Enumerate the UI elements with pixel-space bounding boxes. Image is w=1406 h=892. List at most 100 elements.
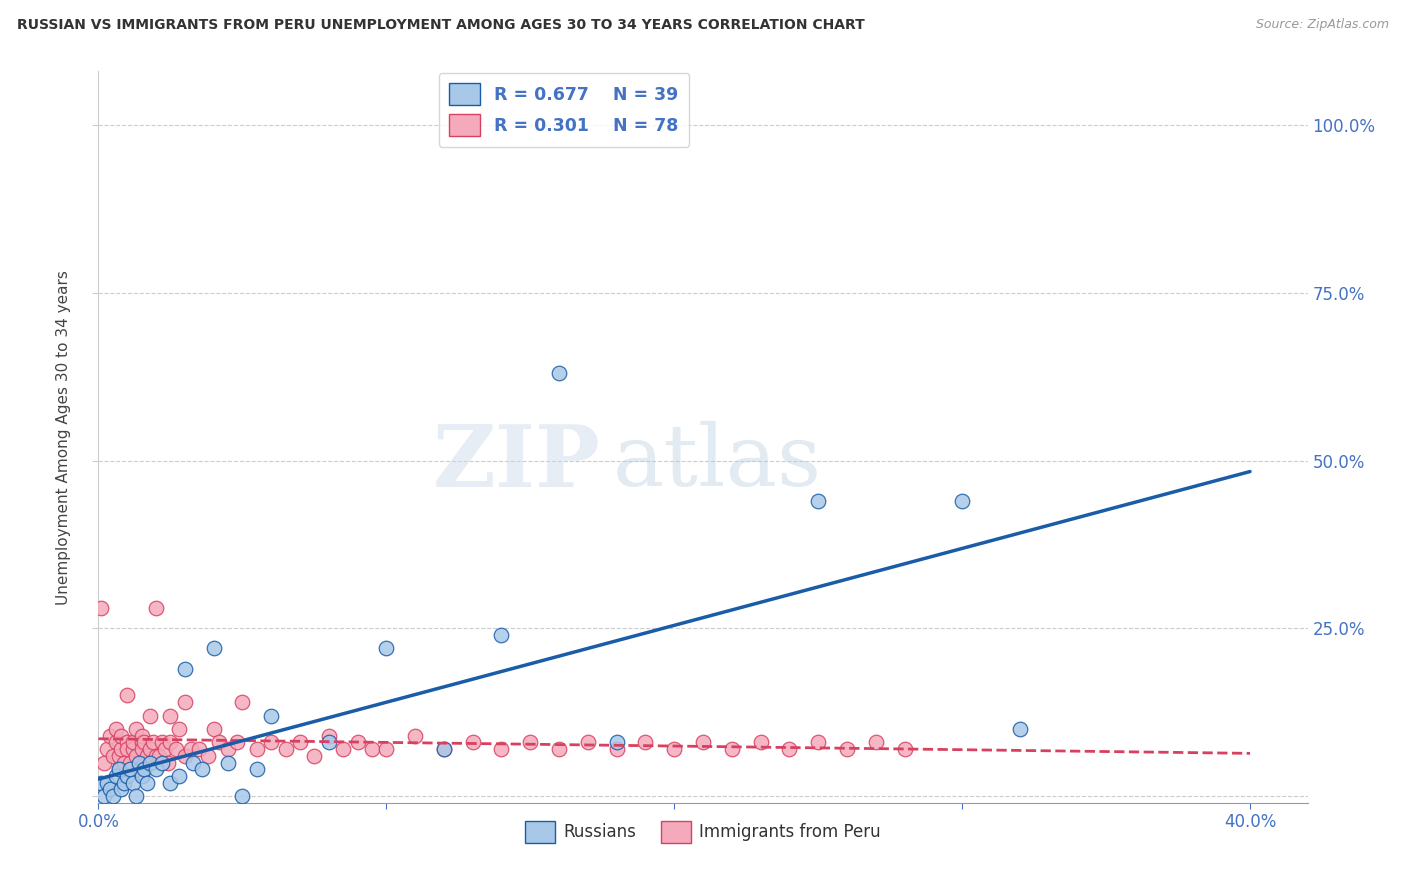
Point bbox=[93, 756, 115, 770]
Point bbox=[217, 742, 239, 756]
Point bbox=[125, 722, 148, 736]
Point bbox=[90, 775, 112, 789]
Point bbox=[225, 735, 247, 749]
Point bbox=[125, 748, 148, 763]
Point bbox=[139, 708, 162, 723]
Point bbox=[318, 735, 340, 749]
Point bbox=[134, 735, 156, 749]
Point bbox=[835, 742, 858, 756]
Point bbox=[246, 742, 269, 756]
Point bbox=[167, 722, 190, 736]
Point bbox=[433, 742, 456, 756]
Point bbox=[231, 789, 253, 803]
Point bbox=[778, 742, 800, 756]
Point bbox=[115, 735, 138, 749]
Point bbox=[131, 729, 153, 743]
Point bbox=[1008, 722, 1031, 736]
Point bbox=[110, 742, 132, 756]
Point bbox=[288, 735, 311, 749]
Point bbox=[491, 742, 513, 756]
Point bbox=[165, 742, 187, 756]
Point bbox=[104, 735, 127, 749]
Point bbox=[131, 735, 153, 749]
Point bbox=[104, 769, 127, 783]
Point bbox=[865, 735, 887, 749]
Point bbox=[159, 708, 181, 723]
Point bbox=[145, 762, 167, 776]
Point bbox=[145, 748, 167, 763]
Point bbox=[139, 756, 162, 770]
Point bbox=[173, 695, 195, 709]
Point bbox=[188, 742, 211, 756]
Point bbox=[115, 769, 138, 783]
Point bbox=[148, 748, 170, 763]
Point bbox=[191, 762, 214, 776]
Point bbox=[96, 775, 118, 789]
Text: Source: ZipAtlas.com: Source: ZipAtlas.com bbox=[1256, 18, 1389, 31]
Point bbox=[274, 742, 297, 756]
Point bbox=[893, 742, 915, 756]
Point bbox=[136, 775, 159, 789]
Point bbox=[120, 762, 142, 776]
Point bbox=[246, 762, 269, 776]
Point bbox=[606, 742, 628, 756]
Point bbox=[361, 742, 384, 756]
Point bbox=[375, 742, 398, 756]
Point bbox=[145, 601, 167, 615]
Point bbox=[404, 729, 426, 743]
Point bbox=[131, 769, 153, 783]
Point bbox=[173, 662, 195, 676]
Point bbox=[202, 641, 225, 656]
Point bbox=[136, 748, 159, 763]
Point bbox=[576, 735, 599, 749]
Point bbox=[208, 735, 231, 749]
Point bbox=[134, 756, 156, 770]
Point bbox=[433, 742, 456, 756]
Point bbox=[122, 742, 145, 756]
Point bbox=[180, 742, 202, 756]
Point bbox=[231, 695, 253, 709]
Point bbox=[107, 762, 129, 776]
Point bbox=[98, 729, 121, 743]
Point bbox=[304, 748, 326, 763]
Text: atlas: atlas bbox=[613, 421, 821, 504]
Point bbox=[606, 735, 628, 749]
Point bbox=[93, 789, 115, 803]
Point bbox=[122, 735, 145, 749]
Point bbox=[807, 493, 830, 508]
Point bbox=[634, 735, 657, 749]
Point bbox=[183, 756, 205, 770]
Point bbox=[90, 601, 112, 615]
Point bbox=[142, 735, 165, 749]
Point bbox=[260, 708, 283, 723]
Point bbox=[461, 735, 484, 749]
Text: ZIP: ZIP bbox=[433, 421, 600, 505]
Point bbox=[548, 742, 571, 756]
Point bbox=[159, 775, 181, 789]
Point bbox=[107, 748, 129, 763]
Point bbox=[107, 762, 129, 776]
Point bbox=[548, 367, 571, 381]
Point bbox=[197, 748, 219, 763]
Point bbox=[153, 742, 176, 756]
Point bbox=[104, 722, 127, 736]
Point bbox=[202, 722, 225, 736]
Point bbox=[96, 742, 118, 756]
Point bbox=[519, 735, 541, 749]
Point bbox=[375, 641, 398, 656]
Point bbox=[131, 742, 153, 756]
Point bbox=[112, 775, 135, 789]
Point bbox=[101, 748, 124, 763]
Point bbox=[150, 756, 173, 770]
Point bbox=[112, 756, 135, 770]
Point bbox=[807, 735, 830, 749]
Point bbox=[101, 789, 124, 803]
Point bbox=[115, 689, 138, 703]
Point bbox=[173, 748, 195, 763]
Point bbox=[110, 729, 132, 743]
Point bbox=[134, 762, 156, 776]
Point bbox=[692, 735, 714, 749]
Point bbox=[217, 756, 239, 770]
Point bbox=[115, 742, 138, 756]
Point bbox=[98, 782, 121, 797]
